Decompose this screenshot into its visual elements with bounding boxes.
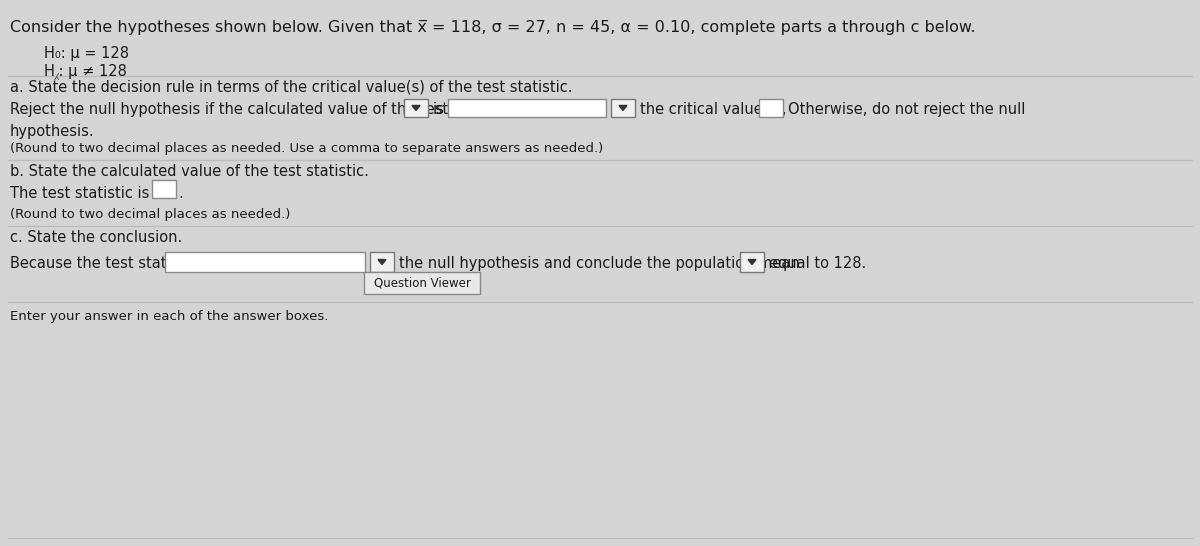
Text: equal to 128.: equal to 128.	[769, 256, 866, 271]
FancyBboxPatch shape	[152, 180, 176, 198]
Text: is: is	[433, 102, 445, 117]
Text: b. State the calculated value of the test statistic.: b. State the calculated value of the tes…	[10, 164, 368, 179]
Text: a. State the decision rule in terms of the critical value(s) of the test statist: a. State the decision rule in terms of t…	[10, 80, 572, 95]
Polygon shape	[378, 259, 386, 264]
Text: Consider the hypotheses shown below. Given that x̅ = 118, σ = 27, n = 45, α = 0.: Consider the hypotheses shown below. Giv…	[10, 20, 976, 35]
Polygon shape	[412, 105, 420, 110]
FancyBboxPatch shape	[611, 99, 635, 117]
FancyBboxPatch shape	[448, 99, 606, 117]
FancyBboxPatch shape	[740, 252, 764, 272]
Text: c. State the conclusion.: c. State the conclusion.	[10, 230, 182, 245]
FancyBboxPatch shape	[370, 252, 394, 272]
Polygon shape	[748, 259, 756, 264]
Text: H⁁: μ ≠ 128: H⁁: μ ≠ 128	[44, 64, 127, 80]
Polygon shape	[619, 105, 628, 110]
Text: the null hypothesis and conclude the population mean: the null hypothesis and conclude the pop…	[398, 256, 799, 271]
Text: Otherwise, do not reject the null: Otherwise, do not reject the null	[788, 102, 1025, 117]
FancyBboxPatch shape	[364, 272, 480, 294]
Text: H₀: μ = 128: H₀: μ = 128	[44, 46, 130, 61]
Text: Enter your answer in each of the answer boxes.: Enter your answer in each of the answer …	[10, 310, 329, 323]
Text: Because the test statistic: Because the test statistic	[10, 256, 197, 271]
Text: the critical value(s),: the critical value(s),	[640, 102, 786, 117]
FancyBboxPatch shape	[760, 99, 784, 117]
Text: Reject the null hypothesis if the calculated value of the test statistic,: Reject the null hypothesis if the calcul…	[10, 102, 515, 117]
Text: Question Viewer: Question Viewer	[373, 276, 470, 289]
Text: .: .	[178, 186, 182, 201]
Text: (Round to two decimal places as needed.): (Round to two decimal places as needed.)	[10, 208, 290, 221]
FancyBboxPatch shape	[404, 99, 428, 117]
FancyBboxPatch shape	[166, 252, 365, 272]
Text: The test statistic is: The test statistic is	[10, 186, 149, 201]
Text: (Round to two decimal places as needed. Use a comma to separate answers as neede: (Round to two decimal places as needed. …	[10, 142, 604, 155]
Text: hypothesis.: hypothesis.	[10, 124, 95, 139]
